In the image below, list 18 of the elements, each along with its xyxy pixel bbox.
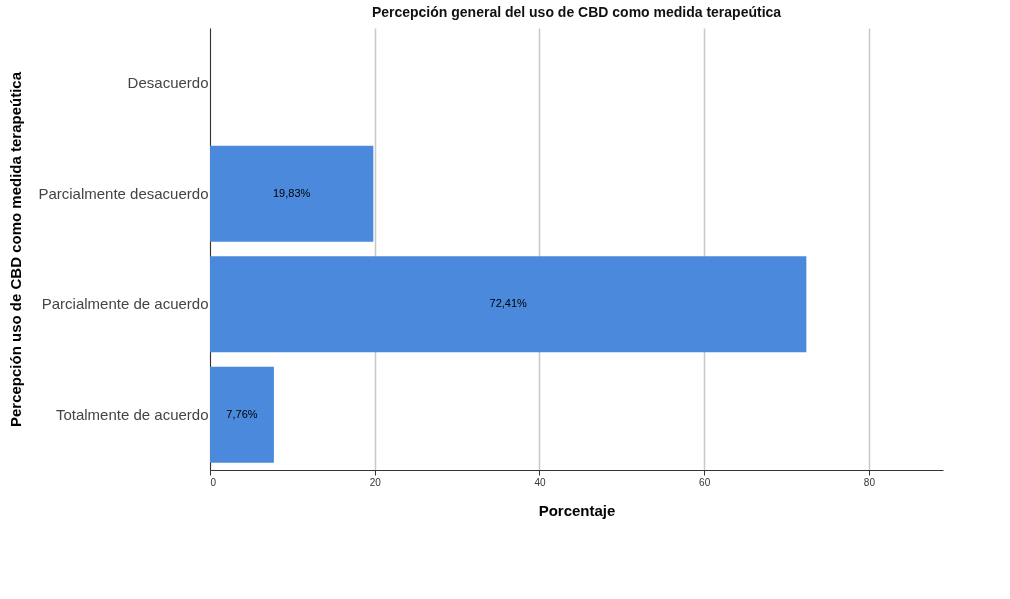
y-tick-label: Desacuerdo (127, 74, 209, 92)
y-tick-label: Totalmente de acuerdo (55, 405, 209, 423)
data-label: 72,41% (489, 297, 528, 310)
bar (210, 256, 807, 353)
data-label: 7,76% (226, 407, 258, 420)
x-tick-label: 0 (210, 476, 217, 488)
x-tick-label: 60 (699, 476, 711, 488)
x-tick-label: 80 (863, 476, 876, 488)
data-label: 19,83% (273, 186, 311, 199)
x-axis-title: Porcentaje (538, 501, 616, 519)
y-tick-label: Parcialmente de acuerdo (41, 295, 209, 313)
x-tick-label: 40 (534, 476, 546, 488)
x-tick-label: 20 (369, 476, 382, 488)
bar (210, 366, 274, 463)
y-axis-title: Percepción uso de CBD como medida terapeútica (7, 71, 25, 428)
bar (210, 145, 374, 242)
y-tick-label: Parcialmente desacuerdo (38, 184, 209, 202)
chart-title: Percepción general del uso de CBD como medida terapeútica (371, 4, 782, 20)
